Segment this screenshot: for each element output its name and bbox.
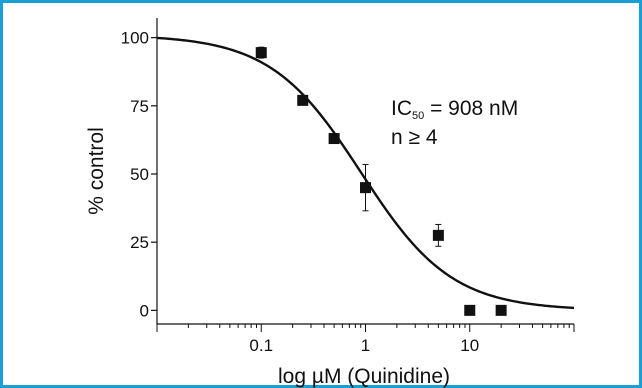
y-tick-label: 100 [121,29,149,48]
data-point-marker [432,229,444,241]
x-axis-title: log µM (Quinidine) [278,365,450,388]
y-tick-label: 75 [130,97,149,116]
y-tick-label: 0 [140,301,149,320]
x-tick-label: 10 [460,336,479,355]
data-point-marker [495,304,507,316]
ic50-subscript: 50 [412,110,424,122]
data-point-marker [360,182,371,194]
data-point-marker [328,133,340,145]
y-tick-label: 25 [130,233,149,252]
data-markers [255,47,507,316]
y-axis-title: % control [85,127,108,215]
ic50-value: = 908 nM [424,97,518,120]
ic50-annotation: IC50 = 908 nM [391,97,518,122]
data-point-marker [255,47,267,59]
x-tick-label: 1 [361,336,370,355]
n-annotation: n ≥ 4 [391,126,438,149]
data-point-marker [464,304,476,316]
data-point-marker [297,94,309,106]
y-tick-label: 50 [130,165,149,184]
ic50-prefix: IC [391,97,412,120]
x-ticks: 0.1 1 10 [156,324,575,355]
y-ticks: 0 25 50 75 100 [121,29,157,320]
x-tick-label: 0.1 [249,336,273,355]
